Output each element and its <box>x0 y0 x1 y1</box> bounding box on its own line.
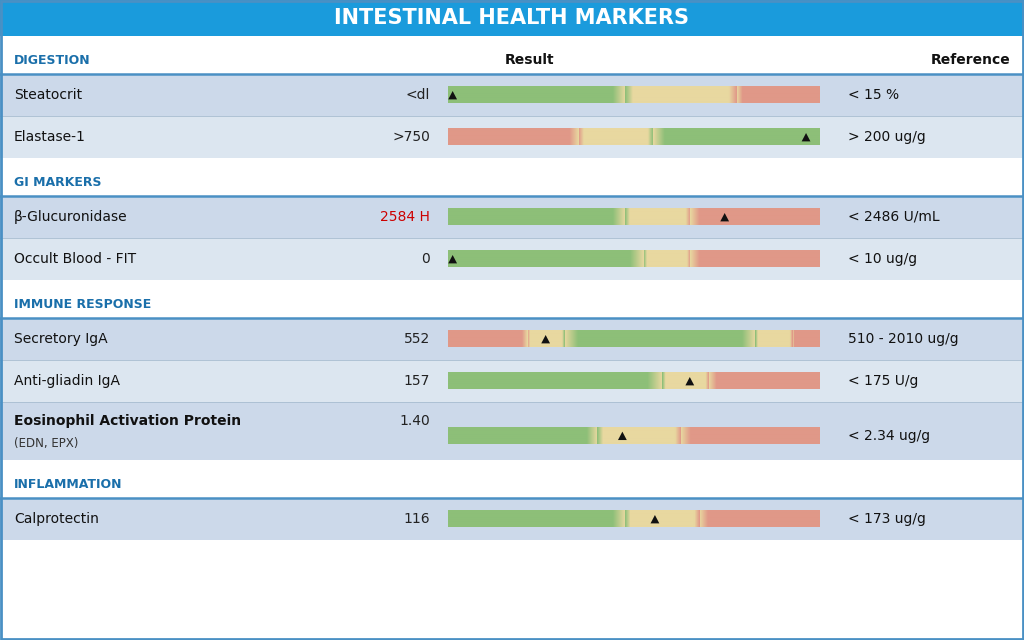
Polygon shape <box>542 335 550 344</box>
FancyBboxPatch shape <box>0 318 1024 360</box>
Text: > 200 ug/g: > 200 ug/g <box>848 130 926 144</box>
FancyBboxPatch shape <box>0 460 1024 470</box>
Text: < 2486 U/mL: < 2486 U/mL <box>848 210 940 224</box>
Text: 1.40: 1.40 <box>399 413 430 428</box>
FancyBboxPatch shape <box>0 196 1024 238</box>
Polygon shape <box>650 515 659 524</box>
Text: INFLAMMATION: INFLAMMATION <box>14 477 123 490</box>
Text: < 173 ug/g: < 173 ug/g <box>848 512 926 526</box>
FancyBboxPatch shape <box>0 540 1024 640</box>
FancyBboxPatch shape <box>0 238 1024 280</box>
Text: Occult Blood - FIT: Occult Blood - FIT <box>14 252 136 266</box>
FancyBboxPatch shape <box>0 46 1024 74</box>
Polygon shape <box>617 431 627 440</box>
Text: 116: 116 <box>403 512 430 526</box>
Text: 157: 157 <box>403 374 430 388</box>
Text: < 10 ug/g: < 10 ug/g <box>848 252 918 266</box>
Text: Secretory IgA: Secretory IgA <box>14 332 108 346</box>
Text: Eosinophil Activation Protein: Eosinophil Activation Protein <box>14 413 241 428</box>
FancyBboxPatch shape <box>0 36 1024 46</box>
Text: < 175 U/g: < 175 U/g <box>848 374 919 388</box>
FancyBboxPatch shape <box>0 470 1024 498</box>
Text: Reference: Reference <box>930 53 1010 67</box>
FancyBboxPatch shape <box>0 290 1024 318</box>
Text: GI MARKERS: GI MARKERS <box>14 175 101 189</box>
FancyBboxPatch shape <box>0 360 1024 402</box>
Text: 552: 552 <box>403 332 430 346</box>
Text: >750: >750 <box>392 130 430 144</box>
FancyBboxPatch shape <box>0 116 1024 158</box>
Text: β-Glucuronidase: β-Glucuronidase <box>14 210 128 224</box>
FancyBboxPatch shape <box>0 0 1024 36</box>
FancyBboxPatch shape <box>0 280 1024 290</box>
Text: <dl: <dl <box>406 88 430 102</box>
FancyBboxPatch shape <box>0 158 1024 168</box>
FancyBboxPatch shape <box>0 74 1024 116</box>
Text: Calprotectin: Calprotectin <box>14 512 99 526</box>
Polygon shape <box>720 213 729 221</box>
Polygon shape <box>449 91 457 99</box>
Text: (EDN, EPX): (EDN, EPX) <box>14 437 79 451</box>
Text: INTESTINAL HEALTH MARKERS: INTESTINAL HEALTH MARKERS <box>335 8 689 28</box>
Text: 510 - 2010 ug/g: 510 - 2010 ug/g <box>848 332 958 346</box>
Polygon shape <box>685 377 694 385</box>
FancyBboxPatch shape <box>0 168 1024 196</box>
Text: 0: 0 <box>421 252 430 266</box>
Text: Steatocrit: Steatocrit <box>14 88 82 102</box>
Text: < 15 %: < 15 % <box>848 88 899 102</box>
Text: Anti-gliadin IgA: Anti-gliadin IgA <box>14 374 120 388</box>
Text: IMMUNE RESPONSE: IMMUNE RESPONSE <box>14 298 152 310</box>
Text: 2584 H: 2584 H <box>380 210 430 224</box>
Text: Elastase-1: Elastase-1 <box>14 130 86 144</box>
Text: Result: Result <box>505 53 555 67</box>
Text: < 2.34 ug/g: < 2.34 ug/g <box>848 429 930 443</box>
Polygon shape <box>449 255 457 264</box>
Text: DIGESTION: DIGESTION <box>14 54 91 67</box>
FancyBboxPatch shape <box>0 402 1024 460</box>
FancyBboxPatch shape <box>0 498 1024 540</box>
Polygon shape <box>802 133 810 141</box>
